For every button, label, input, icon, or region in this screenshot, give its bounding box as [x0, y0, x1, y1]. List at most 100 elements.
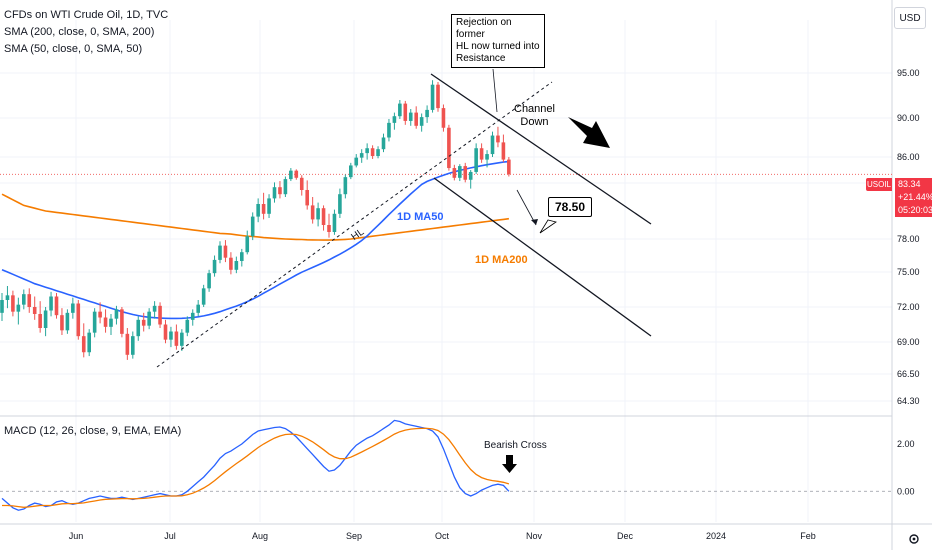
- candle[interactable]: [452, 164, 457, 181]
- candle[interactable]: [250, 212, 255, 241]
- candle[interactable]: [125, 328, 130, 360]
- candle[interactable]: [376, 146, 380, 159]
- candle[interactable]: [261, 192, 266, 220]
- channel-upper-line[interactable]: [430, 73, 652, 225]
- candle[interactable]: [501, 134, 506, 163]
- candle[interactable]: [76, 300, 81, 340]
- candle[interactable]: [0, 293, 4, 321]
- candle[interactable]: [103, 309, 108, 333]
- candle[interactable]: [436, 82, 440, 112]
- candle[interactable]: [327, 213, 331, 238]
- macd-legend[interactable]: MACD (12, 26, close, 9, EMA, EMA): [4, 425, 182, 437]
- candle[interactable]: [496, 126, 500, 148]
- candle[interactable]: [43, 307, 48, 337]
- candle[interactable]: [490, 131, 495, 157]
- candle[interactable]: [365, 143, 369, 160]
- candle[interactable]: [403, 100, 408, 125]
- candle[interactable]: [81, 323, 86, 358]
- candle[interactable]: [92, 308, 97, 338]
- candle[interactable]: [98, 302, 102, 324]
- candle[interactable]: [354, 154, 359, 168]
- candle[interactable]: [190, 309, 195, 326]
- candle[interactable]: [267, 194, 271, 218]
- candle[interactable]: [278, 181, 282, 199]
- candle[interactable]: [32, 296, 37, 320]
- candle[interactable]: [163, 319, 168, 344]
- candle[interactable]: [447, 124, 451, 171]
- candle[interactable]: [60, 308, 64, 335]
- candle[interactable]: [485, 150, 489, 168]
- candle[interactable]: [468, 170, 473, 189]
- candle[interactable]: [169, 326, 173, 348]
- candle[interactable]: [349, 162, 353, 180]
- settings-gear-icon[interactable]: [909, 534, 919, 544]
- candle[interactable]: [289, 168, 293, 182]
- candle[interactable]: [245, 230, 250, 255]
- candle[interactable]: [479, 143, 484, 163]
- candle[interactable]: [256, 198, 260, 223]
- candle[interactable]: [180, 329, 184, 351]
- candle[interactable]: [196, 300, 200, 317]
- candle[interactable]: [332, 209, 337, 235]
- candle[interactable]: [229, 252, 233, 275]
- candle[interactable]: [338, 188, 342, 218]
- candle[interactable]: [158, 302, 162, 328]
- candle[interactable]: [234, 256, 239, 274]
- candle[interactable]: [474, 143, 478, 174]
- legend-sma50[interactable]: SMA (50, close, 0, SMA, 50): [4, 43, 143, 55]
- candle[interactable]: [201, 284, 206, 307]
- candle[interactable]: [207, 269, 211, 292]
- candle[interactable]: [87, 329, 91, 357]
- candle[interactable]: [310, 197, 315, 224]
- candle[interactable]: [131, 331, 135, 359]
- candle[interactable]: [65, 309, 70, 334]
- candle[interactable]: [441, 104, 446, 132]
- legend-sma200[interactable]: SMA (200, close, 0, SMA, 200): [4, 26, 155, 38]
- candle[interactable]: [430, 80, 435, 113]
- candle[interactable]: [120, 307, 124, 338]
- candle[interactable]: [141, 312, 146, 332]
- candle[interactable]: [114, 305, 119, 325]
- candle[interactable]: [174, 324, 179, 350]
- candle[interactable]: [414, 106, 418, 129]
- candle[interactable]: [136, 316, 141, 341]
- candle[interactable]: [305, 180, 309, 210]
- candle[interactable]: [152, 301, 157, 319]
- candle[interactable]: [299, 175, 304, 196]
- candle[interactable]: [463, 162, 468, 183]
- candle[interactable]: [294, 169, 299, 180]
- candle[interactable]: [316, 202, 320, 227]
- target-arrow-line[interactable]: [516, 189, 537, 226]
- candle[interactable]: [392, 112, 397, 130]
- candle[interactable]: [38, 301, 42, 333]
- candle[interactable]: [22, 289, 26, 310]
- candle[interactable]: [408, 109, 413, 126]
- candle[interactable]: [240, 248, 244, 267]
- candle[interactable]: [321, 205, 326, 231]
- candle[interactable]: [283, 176, 288, 198]
- candle[interactable]: [343, 174, 348, 199]
- sma50-line[interactable]: [1, 160, 509, 320]
- candle[interactable]: [359, 149, 364, 163]
- candle[interactable]: [5, 286, 10, 309]
- candle[interactable]: [370, 145, 375, 159]
- candle[interactable]: [212, 255, 217, 277]
- candle[interactable]: [185, 316, 190, 337]
- candle[interactable]: [11, 290, 15, 317]
- candle[interactable]: [425, 105, 429, 123]
- channel-lower-line[interactable]: [433, 177, 652, 337]
- candle[interactable]: [419, 113, 424, 132]
- candle[interactable]: [507, 157, 511, 177]
- candle[interactable]: [27, 288, 32, 313]
- candle[interactable]: [398, 100, 402, 119]
- candle[interactable]: [49, 291, 53, 317]
- candle[interactable]: [387, 118, 391, 142]
- candle[interactable]: [147, 308, 151, 330]
- candle[interactable]: [71, 297, 75, 319]
- currency-selector[interactable]: USD: [894, 7, 926, 29]
- candle[interactable]: [272, 182, 277, 203]
- sma200-line[interactable]: [1, 193, 510, 241]
- candle[interactable]: [54, 293, 59, 319]
- candle[interactable]: [218, 241, 222, 264]
